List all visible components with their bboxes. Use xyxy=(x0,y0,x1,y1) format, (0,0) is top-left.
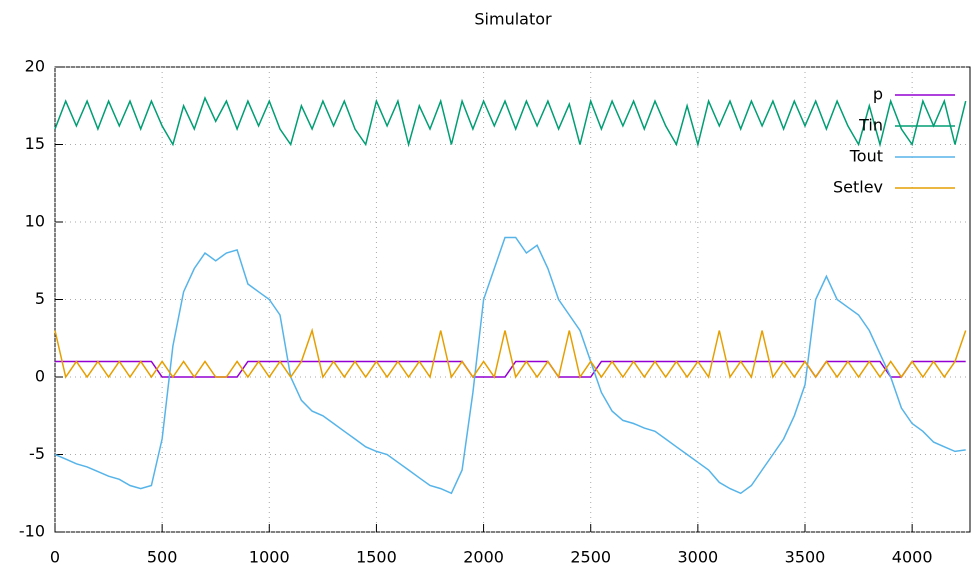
chart-title: Simulator xyxy=(474,10,552,29)
x-tick-label: 2500 xyxy=(570,548,611,567)
legend-label: Tin xyxy=(858,116,883,135)
y-tick-label: 5 xyxy=(35,289,45,308)
plot-frame xyxy=(54,66,971,533)
legend-label: Tout xyxy=(849,147,883,166)
series-line xyxy=(55,360,966,379)
x-tick-label: 3000 xyxy=(677,548,718,567)
series-line xyxy=(54,95,967,148)
y-tick-label: 0 xyxy=(35,367,45,386)
legend-label: Setlev xyxy=(833,178,883,197)
y-tick-label: 15 xyxy=(25,134,45,153)
y-tick-label: -5 xyxy=(29,444,45,463)
x-tick-label: 1500 xyxy=(356,548,397,567)
series-line xyxy=(54,236,966,495)
x-tick-label: 4000 xyxy=(892,548,933,567)
x-tick-label: 3500 xyxy=(785,548,826,567)
x-tick-label: 0 xyxy=(50,548,60,567)
x-tick-label: 1000 xyxy=(249,548,290,567)
y-tick-label: -10 xyxy=(19,522,45,541)
y-tick-label: 10 xyxy=(25,212,45,231)
x-tick-label: 500 xyxy=(147,548,178,567)
y-tick-label: 20 xyxy=(25,57,45,76)
x-tick-label: 2000 xyxy=(463,548,504,567)
series-line xyxy=(54,327,967,379)
legend-label: p xyxy=(873,85,883,104)
